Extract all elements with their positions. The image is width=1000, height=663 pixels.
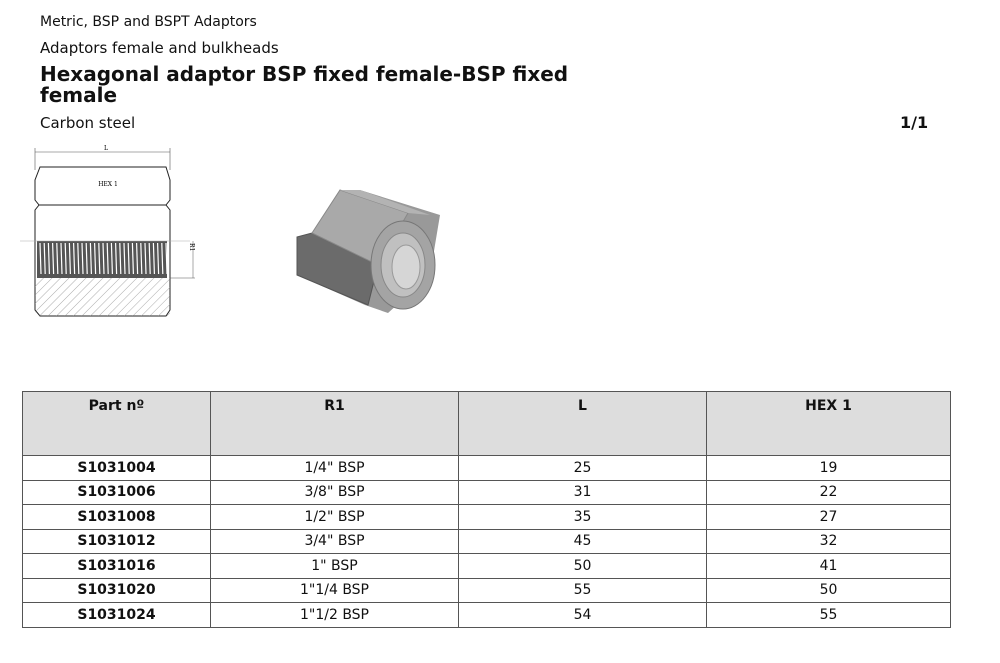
part-number-cell: S1031020 [22,577,211,603]
dim-thread-label: R1 [188,243,195,251]
part-number-cell: S1031012 [22,528,211,554]
breadcrumb-category: Metric, BSP and BSPT Adaptors [40,14,257,30]
table-row: S1031024 1"1/2 BSP 54 55 [22,602,951,628]
l-cell: 55 [458,577,707,603]
parts-table: Part nº R1 L HEX 1 S1031004 1/4" BSP 25 19 S… [22,391,951,628]
r1-cell: 1/2" BSP [210,504,459,530]
material-label: Carbon steel [40,114,136,132]
part-number-cell: S1031006 [22,479,211,505]
table-row: S1031006 3/8" BSP 31 22 [22,479,951,505]
r1-cell: 3/4" BSP [210,528,459,554]
part-number-cell: S1031008 [22,504,211,530]
part-number-cell: S1031004 [22,455,211,481]
l-cell: 31 [458,479,707,505]
header-hex1: HEX 1 [706,391,951,456]
breadcrumb-subcategory: Adaptors female and bulkheads [40,39,279,57]
header-l: L [458,391,707,456]
table-row: S1031020 1"1/4 BSP 55 50 [22,577,951,603]
table-header-row: Part nº R1 L HEX 1 [22,391,951,456]
product-image [296,189,440,313]
page-indicator: 1/1 [900,113,929,132]
r1-cell: 3/8" BSP [210,479,459,505]
r1-cell: 1"1/4 BSP [210,577,459,603]
hex1-cell: 22 [706,479,951,505]
hex1-cell: 27 [706,504,951,530]
header-part-no: Part nº [22,391,211,456]
table-row: S1031004 1/4" BSP 25 19 [22,455,951,481]
r1-cell: 1"1/2 BSP [210,602,459,628]
page-title: Hexagonal adaptor BSP fixed female-BSP f… [40,62,569,107]
l-cell: 25 [458,455,707,481]
table-row: S1031008 1/2" BSP 35 27 [22,504,951,530]
hex1-cell: 32 [706,528,951,554]
l-cell: 45 [458,528,707,554]
technical-drawing: L HEX 1 R1 [20,145,195,317]
r1-cell: 1/4" BSP [210,455,459,481]
hex1-cell: 19 [706,455,951,481]
table-row: S1031012 3/4" BSP 45 32 [22,528,951,554]
hex1-cell: 41 [706,553,951,579]
r1-cell: 1" BSP [210,553,459,579]
header-r1: R1 [210,391,459,456]
hex1-cell: 50 [706,577,951,603]
part-number-cell: S1031016 [22,553,211,579]
l-cell: 54 [458,602,707,628]
l-cell: 50 [458,553,707,579]
hex1-cell: 55 [706,602,951,628]
dim-length-label: L [104,145,108,152]
part-number-cell: S1031024 [22,602,211,628]
dim-hex-label: HEX 1 [98,181,118,188]
l-cell: 35 [458,504,707,530]
table-row: S1031016 1" BSP 50 41 [22,553,951,579]
